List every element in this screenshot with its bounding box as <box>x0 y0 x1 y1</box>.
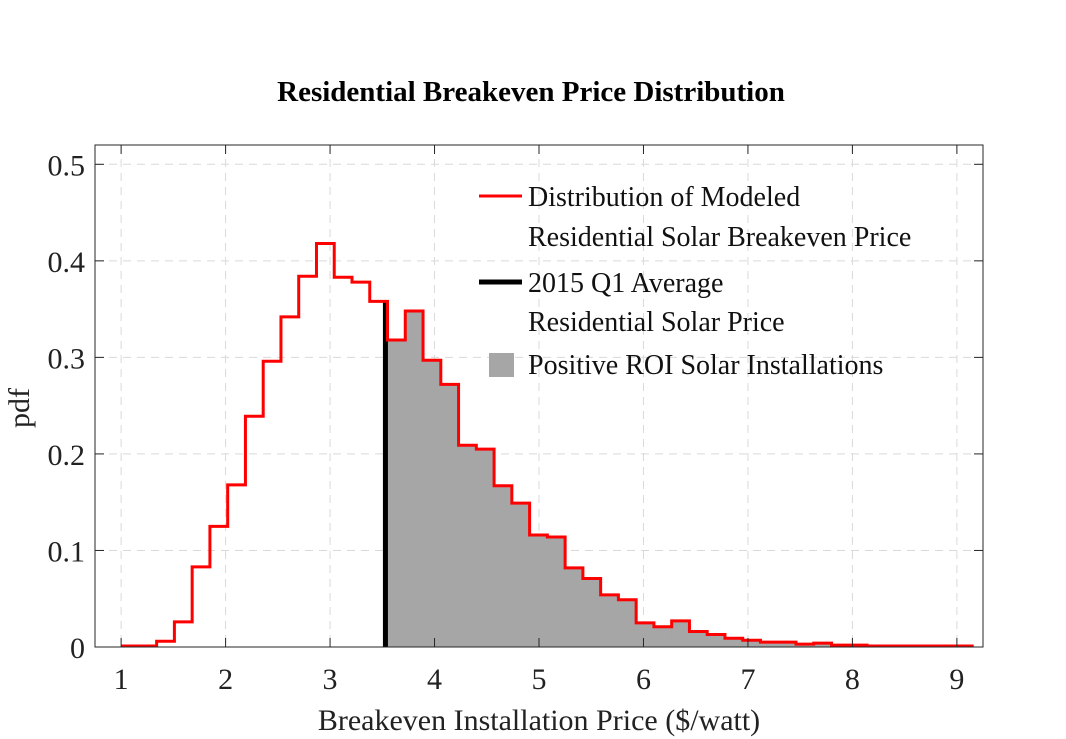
legend-label-average-line1: 2015 Q1 Average <box>528 268 723 299</box>
x-tick-label: 4 <box>427 663 442 696</box>
y-tick-label: 0.3 <box>48 342 86 375</box>
x-tick-label: 8 <box>845 663 860 696</box>
chart-title: Residential Breakeven Price Distribution <box>277 76 785 108</box>
legend-label-distribution-line1: Distribution of Modeled <box>528 182 800 213</box>
positive-roi-bin <box>422 359 442 648</box>
legend-swatch-positive <box>489 353 514 377</box>
legend: Distribution of Modeled Residential Sola… <box>479 182 911 381</box>
legend-label-positive: Positive ROI Solar Installations <box>528 350 883 381</box>
y-tick-label: 0.5 <box>48 149 86 182</box>
positive-roi-bin <box>476 448 495 648</box>
x-axis-label: Breakeven Installation Price ($/watt) <box>318 704 760 737</box>
x-tick-label: 7 <box>740 663 755 696</box>
positive-roi-bin <box>706 634 726 648</box>
x-tick-label: 1 <box>114 663 129 696</box>
positive-roi-bin <box>618 599 637 648</box>
x-tick-label: 5 <box>532 663 547 696</box>
positive-roi-bin <box>404 310 424 648</box>
x-tick-label: 6 <box>636 663 651 696</box>
y-tick-label: 0.1 <box>48 535 86 568</box>
y-tick-label: 0.2 <box>48 439 86 472</box>
positive-roi-bin <box>582 578 601 648</box>
x-tick-label: 9 <box>949 663 964 696</box>
positive-roi-bin <box>493 485 513 648</box>
x-tick-label: 2 <box>218 663 233 696</box>
positive-roi-bin <box>564 567 584 648</box>
positive-roi-bin <box>653 626 672 648</box>
y-ticks: 0 0.1 0.2 0.3 0.4 0.5 <box>48 149 983 665</box>
positive-roi-bin <box>689 631 708 648</box>
distribution-outline <box>121 241 974 648</box>
positive-roi-bin <box>600 594 619 648</box>
positive-roi-bin <box>511 502 530 648</box>
positive-roi-bin <box>529 534 548 648</box>
positive-roi-bin <box>458 444 477 648</box>
y-tick-label: 0 <box>70 632 85 665</box>
positive-roi-bin <box>671 620 690 648</box>
distribution-group <box>121 241 974 648</box>
positive-roi-bin <box>635 622 655 648</box>
positive-roi-bin <box>387 339 406 648</box>
legend-label-average-line2: Residential Solar Price <box>528 307 785 338</box>
positive-roi-bin <box>547 536 566 648</box>
y-tick-label: 0.4 <box>48 246 86 279</box>
x-ticks: 1 2 3 4 5 6 7 8 9 <box>114 145 964 696</box>
positive-roi-bin <box>440 384 459 648</box>
legend-label-distribution-line2: Residential Solar Breakeven Price <box>528 222 911 253</box>
x-tick-label: 3 <box>323 663 338 696</box>
y-axis-label: pdf <box>3 388 36 428</box>
